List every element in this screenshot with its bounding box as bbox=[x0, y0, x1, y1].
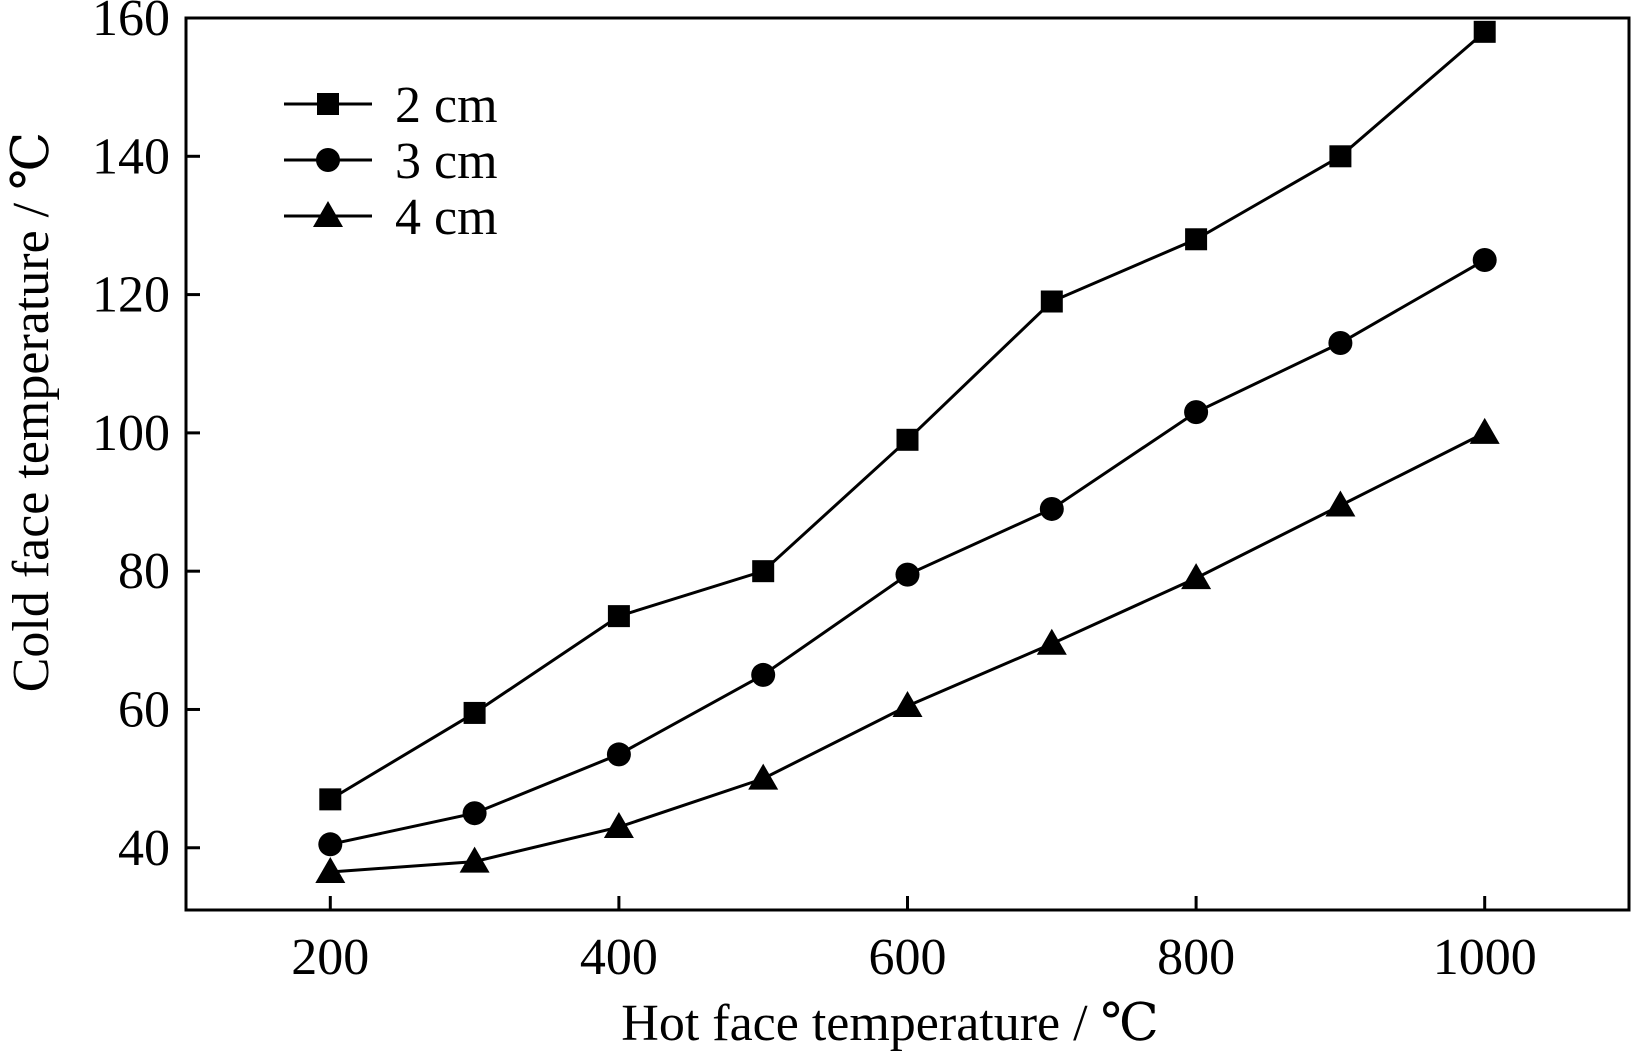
y-tick-label: 80 bbox=[118, 543, 170, 600]
legend-marker-circle bbox=[316, 148, 340, 172]
series-group bbox=[315, 20, 1500, 883]
data-point-circle bbox=[751, 662, 776, 687]
legend-label: 4 cm bbox=[395, 189, 498, 246]
x-axis-title: Hot face temperature / ℃ bbox=[621, 995, 1158, 1052]
legend-item: 2 cm bbox=[284, 77, 498, 134]
data-point-square bbox=[1329, 145, 1352, 168]
data-point-triangle bbox=[315, 856, 346, 883]
legend-label: 2 cm bbox=[395, 77, 498, 134]
series-line bbox=[329, 258, 1486, 846]
axis-ticks: 200 400 600 800 1000 40 60 80 100 120 140 160 bbox=[92, 0, 1537, 986]
data-point-circle bbox=[1184, 400, 1209, 425]
data-point-triangle bbox=[1181, 563, 1212, 590]
legend-item: 3 cm bbox=[284, 133, 498, 190]
series-line bbox=[330, 431, 1486, 874]
y-tick-label: 140 bbox=[92, 128, 170, 185]
legend-marker-square bbox=[317, 93, 339, 115]
series-2 bbox=[315, 417, 1500, 883]
data-point-triangle bbox=[748, 763, 779, 790]
x-tick-label: 600 bbox=[869, 929, 947, 986]
series-1 bbox=[318, 248, 1497, 857]
data-point-square bbox=[607, 605, 630, 628]
data-point-triangle bbox=[1325, 490, 1356, 517]
data-point-circle bbox=[1039, 496, 1064, 521]
data-point-triangle bbox=[1036, 628, 1067, 655]
series-0 bbox=[319, 20, 1496, 811]
series-line bbox=[329, 30, 1486, 801]
legend: 2 cm3 cm4 cm bbox=[284, 77, 498, 246]
legend-label: 3 cm bbox=[395, 133, 498, 190]
y-tick-label: 160 bbox=[92, 0, 170, 47]
y-tick-label: 60 bbox=[118, 681, 170, 738]
data-point-square bbox=[319, 788, 342, 811]
data-point-square bbox=[463, 701, 486, 724]
x-tick-label: 1000 bbox=[1433, 929, 1537, 986]
data-point-circle bbox=[318, 832, 343, 857]
data-point-triangle bbox=[1469, 417, 1500, 444]
data-point-square bbox=[896, 428, 919, 451]
legend-marker-triangle bbox=[313, 201, 343, 227]
data-point-triangle bbox=[892, 691, 923, 718]
data-point-circle bbox=[1328, 330, 1353, 355]
data-point-triangle bbox=[603, 812, 634, 839]
y-tick-label: 40 bbox=[118, 820, 170, 877]
x-tick-label: 400 bbox=[580, 929, 658, 986]
data-point-circle bbox=[462, 801, 487, 826]
data-point-circle bbox=[1472, 248, 1497, 273]
y-axis-title: Cold face temperature / ℃ bbox=[3, 132, 60, 693]
data-point-square bbox=[1040, 290, 1063, 313]
data-point-circle bbox=[606, 742, 631, 767]
data-point-square bbox=[752, 560, 775, 583]
x-tick-label: 800 bbox=[1157, 929, 1235, 986]
data-point-square bbox=[1185, 228, 1208, 251]
x-tick-label: 200 bbox=[291, 929, 369, 986]
data-point-square bbox=[1473, 20, 1496, 43]
y-tick-label: 120 bbox=[92, 267, 170, 324]
y-tick-label: 100 bbox=[92, 405, 170, 462]
data-point-triangle bbox=[459, 846, 490, 873]
data-point-circle bbox=[895, 562, 920, 587]
legend-item: 4 cm bbox=[284, 189, 498, 246]
